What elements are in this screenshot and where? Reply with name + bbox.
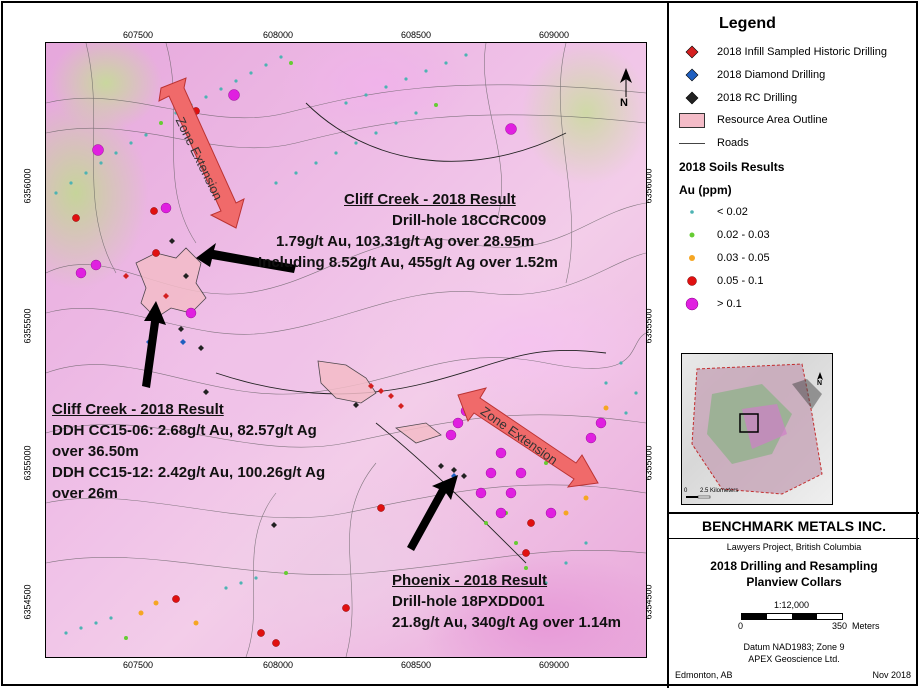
x-tick-top-1: 607500 (123, 30, 154, 40)
legend-soil-2-label: 0.02 - 0.03 (717, 229, 770, 241)
company-name: BENCHMARK METALS INC. (701, 518, 887, 534)
scale-ratio: 1:12,000 (774, 600, 810, 610)
legend-panel: Legend 2018 Infill Sampled Historic Dril… (667, 3, 919, 512)
legend-soil-1-label: < 0.02 (717, 206, 748, 218)
cliff-creek-left-line3: DDH CC15-12: 2.42g/t Au, 100.26g/t Ag (52, 464, 326, 481)
cliff-creek-left-line2: over 36.50m (52, 443, 139, 460)
zone-extension-arrows (158, 77, 599, 488)
inset-north-label: N (817, 380, 823, 387)
inset-map-canvas (686, 363, 823, 499)
result-pointer-arrows (142, 243, 458, 551)
infill-drill-icon (679, 45, 705, 59)
y-tick-left-3: 6355000 (22, 445, 33, 481)
diamond-drill-icon (679, 68, 705, 82)
contour-lines (46, 43, 646, 657)
title-divider (669, 538, 919, 539)
soil-dot-icon (679, 251, 705, 265)
cliff-creek-top-annotation: Cliff Creek - 2018 Result Drill-hole 18C… (258, 189, 558, 273)
soils-unit: Au (ppm) (679, 183, 732, 197)
cliff-creek-left-title: Cliff Creek - 2018 Result (52, 401, 224, 418)
scale-bar (741, 613, 843, 620)
soil-sample-points (54, 53, 638, 647)
cliff-creek-left-annotation: Cliff Creek - 2018 Result DDH CC15-06: 2… (52, 399, 325, 504)
resource-area-outlines (135, 247, 442, 444)
soil-dot-icon (679, 205, 705, 219)
legend-item-resource: Resource Area Outline (679, 112, 828, 128)
phoenix-annotation: Phoenix - 2018 Result Drill-hole 18PXDD0… (392, 570, 621, 633)
date-label: Nov 2018 (872, 670, 911, 680)
x-tick-top-3: 608500 (401, 30, 432, 40)
soil-dot-icon (679, 274, 705, 288)
soil-dot-icon (679, 297, 705, 311)
legend-soil-3-label: 0.03 - 0.05 (717, 252, 770, 264)
legend-label-diamond: 2018 Diamond Drilling (717, 69, 826, 81)
legend-label-infill: 2018 Infill Sampled Historic Drilling (717, 46, 887, 58)
legend-soil-5-label: > 0.1 (717, 298, 742, 310)
phoenix-title: Phoenix - 2018 Result (392, 572, 548, 589)
y-tick-left-2: 6355500 (22, 308, 33, 344)
phoenix-line2: 21.8g/t Au, 340g/t Ag over 1.14m (392, 614, 621, 631)
cliff-creek-top-line1: Drill-hole 18CCRC009 (392, 212, 547, 229)
x-tick-bottom-4: 609000 (539, 660, 570, 670)
legend-soil-5: > 0.1 (679, 297, 742, 311)
soils-heading: 2018 Soils Results (679, 160, 785, 174)
firm-label: APEX Geoscience Ltd. (748, 654, 840, 664)
scale-max: 350 (832, 621, 848, 631)
north-label: N (620, 97, 628, 109)
location-label: Edmonton, AB (675, 670, 733, 680)
title-block: BENCHMARK METALS INC. Lawyers Project, B… (667, 512, 919, 688)
legend-soil-3: 0.03 - 0.05 (679, 251, 770, 265)
north-arrow (620, 68, 632, 97)
legend-label-resource: Resource Area Outline (717, 114, 828, 126)
legend-soil-2: 0.02 - 0.03 (679, 228, 770, 242)
soil-dot-icon (679, 228, 705, 242)
legend-item-diamond: 2018 Diamond Drilling (679, 68, 825, 82)
inset-scale-label: 2.5 Kilometers (700, 488, 739, 494)
legend-soil-4-label: 0.05 - 0.1 (717, 275, 764, 287)
cliff-creek-top-title: Cliff Creek - 2018 Result (344, 191, 516, 208)
cliff-creek-left-line4: over 26m (52, 485, 118, 502)
legend-item-roads: Roads (679, 136, 749, 150)
cliff-creek-left-line1: DDH CC15-06: 2.68g/t Au, 82.57g/t Ag (52, 422, 317, 439)
x-tick-top-4: 609000 (539, 30, 570, 40)
x-tick-top-2: 608000 (263, 30, 294, 40)
project-name: Lawyers Project, British Columbia (726, 542, 862, 552)
map-title-line2: Planview Collars (746, 575, 842, 589)
map-title-line1: 2018 Drilling and Resampling (710, 559, 878, 573)
phoenix-line1: Drill-hole 18PXDD001 (392, 593, 545, 610)
legend-item-rc: 2018 RC Drilling (679, 91, 797, 105)
y-tick-left-4: 6354500 (22, 584, 33, 620)
legend-soil-4: 0.05 - 0.1 (679, 274, 763, 288)
y-tick-left-1: 6356000 (22, 168, 33, 204)
map-area[interactable]: N Zone Extension Zone Extension Cliff Cr… (45, 42, 647, 658)
scale-unit: Meters (852, 621, 880, 631)
cliff-creek-top-line3: Including 8.52g/t Au, 455g/t Ag over 1.5… (258, 254, 558, 271)
legend-soil-1: < 0.02 (679, 205, 748, 219)
legend-label-rc: 2018 RC Drilling (717, 92, 798, 104)
resource-outline-swatch (679, 112, 705, 128)
map-canvas (46, 43, 646, 657)
x-tick-bottom-2: 608000 (263, 660, 294, 670)
road-line-icon (679, 136, 705, 150)
x-tick-bottom-3: 608500 (401, 660, 432, 670)
rc-drill-icon (679, 91, 705, 105)
datum-label: Datum NAD1983; Zone 9 (743, 642, 845, 652)
legend-title: Legend (719, 15, 776, 32)
legend-label-roads: Roads (717, 137, 749, 149)
inset-scale-zero: 0 (684, 488, 688, 494)
cliff-creek-top-line2: 1.79g/t Au, 103.31g/t Ag over 28.95m (276, 233, 535, 250)
legend-item-infill: 2018 Infill Sampled Historic Drilling (679, 45, 887, 59)
x-tick-bottom-1: 607500 (123, 660, 154, 670)
inset-map: N 0 2.5 Kilometers (681, 353, 833, 505)
scale-zero: 0 (738, 621, 744, 631)
